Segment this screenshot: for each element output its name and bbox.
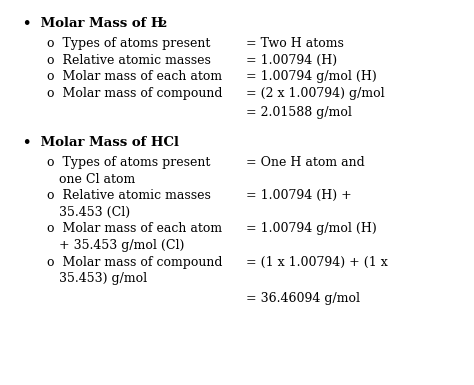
- Text: o  Molar mass of compound: o Molar mass of compound: [46, 256, 222, 268]
- Text: o  Relative atomic masses: o Relative atomic masses: [46, 189, 210, 202]
- Text: = 1.00794 (H): = 1.00794 (H): [246, 54, 337, 67]
- Text: 35.453 (Cl): 35.453 (Cl): [46, 206, 130, 219]
- Text: o  Molar mass of compound: o Molar mass of compound: [46, 87, 222, 100]
- Text: •  Molar Mass of HCl: • Molar Mass of HCl: [23, 136, 179, 149]
- Text: o  Molar mass of each atom: o Molar mass of each atom: [46, 70, 222, 83]
- Text: o  Types of atoms present: o Types of atoms present: [46, 156, 210, 169]
- Text: •  Molar Mass of H: • Molar Mass of H: [23, 17, 164, 30]
- Text: = 1.00794 g/mol (H): = 1.00794 g/mol (H): [246, 70, 377, 83]
- Text: o  Relative atomic masses: o Relative atomic masses: [46, 54, 210, 67]
- Text: o  Types of atoms present: o Types of atoms present: [46, 37, 210, 50]
- Text: = 1.00794 (H) +: = 1.00794 (H) +: [246, 189, 352, 202]
- Text: + 35.453 g/mol (Cl): + 35.453 g/mol (Cl): [46, 239, 184, 252]
- Text: = Two H atoms: = Two H atoms: [246, 37, 344, 50]
- Text: 35.453) g/mol: 35.453) g/mol: [46, 272, 146, 285]
- Text: 2: 2: [159, 20, 167, 29]
- Text: = 36.46094 g/mol: = 36.46094 g/mol: [246, 293, 360, 305]
- Text: = 2.01588 g/mol: = 2.01588 g/mol: [246, 107, 352, 119]
- Text: = 1.00794 g/mol (H): = 1.00794 g/mol (H): [246, 222, 377, 235]
- Text: one Cl atom: one Cl atom: [46, 172, 135, 186]
- Text: o  Molar mass of each atom: o Molar mass of each atom: [46, 222, 222, 235]
- Text: = (2 x 1.00794) g/mol: = (2 x 1.00794) g/mol: [246, 87, 385, 100]
- Text: = One H atom and: = One H atom and: [246, 156, 365, 169]
- Text: = (1 x 1.00794) + (1 x: = (1 x 1.00794) + (1 x: [246, 256, 388, 268]
